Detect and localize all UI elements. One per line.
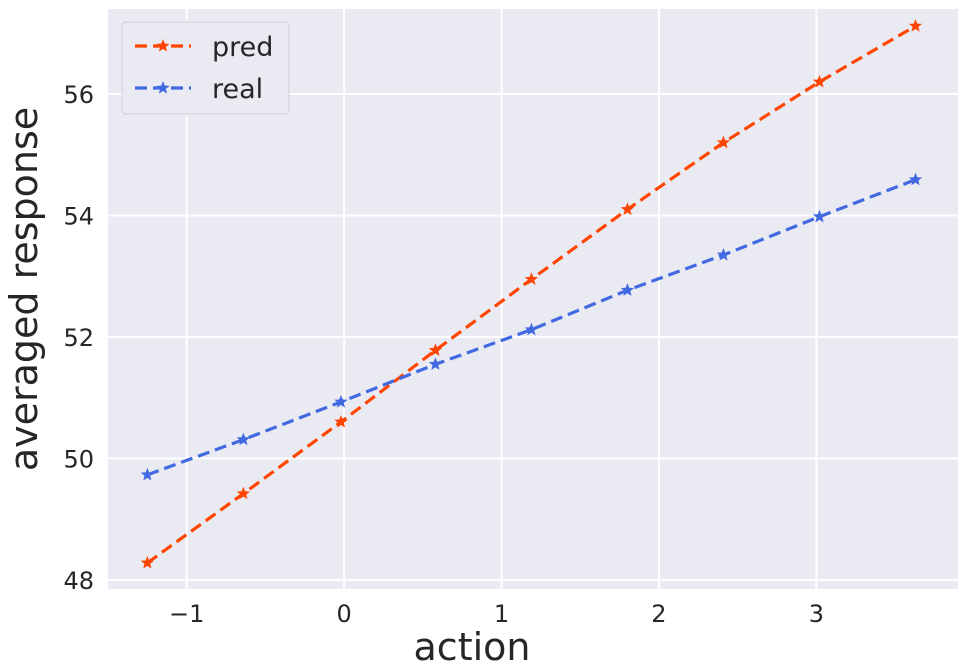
- grid-lines: [108, 9, 958, 589]
- y-axis-title: averaged response: [2, 107, 46, 471]
- x-tick-label: 3: [809, 600, 824, 628]
- data-point-real: [524, 322, 539, 336]
- data-point-real: [140, 467, 155, 481]
- data-point-pred: [716, 135, 731, 149]
- x-axis-title: action: [414, 625, 531, 668]
- legend-label-pred: pred: [212, 32, 273, 63]
- x-tick-label: 2: [651, 600, 666, 628]
- x-tick-label: −1: [169, 600, 204, 628]
- data-point-pred: [334, 414, 348, 428]
- y-tick-label: 56: [63, 81, 94, 109]
- data-point-pred: [908, 19, 923, 32]
- data-point-real: [908, 172, 923, 186]
- x-tick-label: 0: [336, 600, 351, 628]
- data-point-real: [334, 394, 348, 408]
- series-layer: [140, 19, 923, 569]
- data-point-real: [620, 283, 635, 296]
- data-point-pred: [140, 555, 155, 569]
- x-tick-labels: −1 0 1 2 3: [169, 600, 824, 628]
- data-point-pred: [428, 343, 443, 356]
- legend-marker-pred: [156, 39, 170, 52]
- x-tick-label: 1: [494, 600, 509, 628]
- legend-label-real: real: [212, 74, 263, 105]
- data-point-real: [428, 357, 443, 370]
- y-tick-label: 54: [63, 202, 94, 230]
- y-tick-labels: 48 50 52 54 56: [63, 81, 94, 595]
- data-point-pred: [236, 486, 251, 500]
- data-point-pred: [524, 272, 539, 285]
- legend: pred real: [121, 21, 290, 115]
- y-tick-label: 48: [63, 567, 94, 595]
- data-point-pred: [812, 74, 827, 88]
- series-line-real: [146, 178, 917, 477]
- legend-marker-real: [156, 81, 170, 94]
- data-point-pred: [620, 202, 635, 216]
- y-tick-label: 52: [63, 324, 94, 352]
- data-point-real: [716, 247, 731, 261]
- y-tick-label: 50: [63, 445, 94, 473]
- data-point-real: [236, 432, 251, 446]
- data-point-real: [812, 209, 827, 223]
